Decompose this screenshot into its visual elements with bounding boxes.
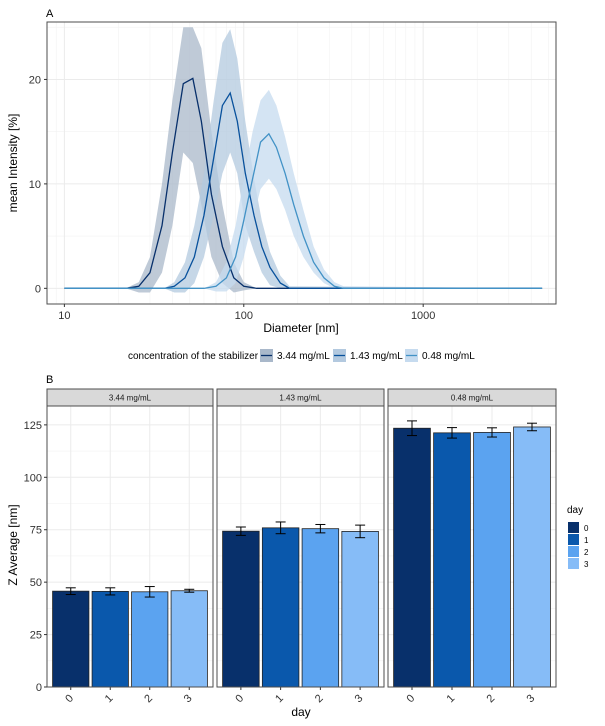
- facet-3: 0.48 mg/mL 0 1 2 3: [387, 388, 557, 705]
- panel-a-plot-area: [47, 22, 556, 304]
- x-tick-label: 1: [103, 692, 116, 705]
- confidence-band-1: [64, 27, 543, 293]
- legend-b-label-2: 2: [584, 548, 589, 557]
- y-tick-label: 125: [24, 420, 42, 432]
- x-tick-label: 0: [233, 692, 246, 705]
- x-tick-label: 3: [524, 692, 537, 705]
- bar-day-0: [222, 530, 260, 688]
- x-tick-label: 0: [63, 692, 76, 705]
- bar-day-3: [170, 590, 208, 688]
- x-tick-label: 10: [58, 310, 70, 322]
- bar-day-3: [513, 426, 551, 688]
- facet-2: 1.43 mg/mL 0 1 2 3: [216, 388, 385, 705]
- x-tick-label: 1: [444, 692, 457, 705]
- legend-b-label-0: 0: [584, 524, 589, 533]
- bar-day-2: [301, 528, 340, 688]
- panel-a-lines: [64, 77, 543, 289]
- legend-label-3: 0.48 mg/mL: [422, 351, 475, 362]
- legend-b-key-0: [568, 522, 579, 533]
- y-tick-label: 20: [29, 74, 41, 86]
- y-tick-label: 50: [30, 577, 42, 589]
- y-tick-label: 25: [30, 630, 42, 642]
- bar-day-1: [91, 590, 129, 688]
- x-tick-label: 1: [273, 692, 286, 705]
- x-tick-label: 3: [353, 692, 366, 705]
- legend-label-2: 1.43 mg/mL: [350, 351, 403, 362]
- panel-a-letter: A: [46, 8, 54, 20]
- panel-b-legend: day 0 1 2 3: [567, 505, 589, 569]
- legend-b-label-3: 3: [584, 560, 589, 569]
- panel-a-y-ticks: 0 10 20: [29, 74, 47, 295]
- x-tick-label: 1000: [411, 310, 435, 322]
- panel-a-legend: concentration of the stabilizer C 3.44 m…: [128, 349, 475, 362]
- legend-items: 3.44 mg/mL 1.43 mg/mL 0.48 mg/mL: [260, 349, 475, 362]
- panel-b-facets: 3.44 mg/mL0 1 2 31.43 mg/mL0 1 2 30.48 mg/mL0 1…: [46, 388, 557, 705]
- bar-day-3: [341, 531, 379, 688]
- y-tick-label: 10: [29, 179, 41, 191]
- panel-b: B 3.44 mg/mL0 1 2 31.43 mg/mL0 1 2 30.48 mg/mL…: [6, 374, 589, 719]
- facet-border: [216, 405, 385, 688]
- y-tick-label: 75: [30, 525, 42, 537]
- x-tick-label: 2: [313, 692, 326, 705]
- legend-b-key-1: [568, 534, 579, 545]
- confidence-band-3: [64, 89, 543, 292]
- panel-a-x-ticks: 10 100 1000: [58, 304, 435, 322]
- panel-b-letter: B: [46, 374, 53, 386]
- bar-day-1: [261, 527, 300, 688]
- legend-label-1: 3.44 mg/mL: [277, 351, 330, 362]
- panel-a: A 0 10 20 10 100 1000 Diameter [nm] mean Int…: [6, 8, 557, 362]
- panel-a-x-axis-title: Diameter [nm]: [263, 321, 338, 335]
- facet-border: [387, 405, 557, 688]
- bar-day-0: [52, 590, 90, 688]
- panel-b-y-ticks: 0 25 50 75 100 125: [24, 420, 47, 694]
- x-tick-label: 2: [484, 692, 497, 705]
- panel-a-border: [46, 21, 557, 305]
- bar-day-1: [433, 432, 471, 688]
- panel-b-y-axis-title: Z Average [nm]: [6, 504, 20, 585]
- legend-b-title: day: [567, 505, 583, 516]
- x-tick-label: 3: [182, 692, 195, 705]
- panel-a-bands: [64, 27, 543, 293]
- legend-b-items: 0 1 2 3: [568, 522, 589, 569]
- facet-strip-label: 1.43 mg/mL: [279, 394, 322, 403]
- series-line-1: [64, 77, 543, 289]
- legend-b-key-3: [568, 558, 579, 569]
- legend-b-label-1: 1: [584, 536, 589, 545]
- series-line-3: [64, 132, 543, 289]
- facet-1: 3.44 mg/mL 0 1 2 3: [46, 388, 214, 705]
- bar-day-2: [473, 432, 511, 688]
- facet-border: [46, 405, 214, 688]
- x-tick-label: 0: [404, 692, 417, 705]
- y-tick-label: 0: [35, 283, 41, 295]
- bar-day-2: [131, 591, 169, 688]
- y-tick-label: 0: [36, 682, 42, 694]
- facet-strip-label: 0.48 mg/mL: [451, 394, 494, 403]
- panel-b-x-axis-title: day: [291, 705, 310, 719]
- facet-strip-label: 3.44 mg/mL: [109, 394, 152, 403]
- y-tick-label: 100: [24, 472, 42, 484]
- bar-day-0: [393, 427, 431, 688]
- legend-title: concentration of the stabilizer C: [128, 351, 268, 362]
- x-tick-label: 100: [235, 310, 253, 322]
- series-line-2: [64, 91, 543, 289]
- panel-a-y-axis-title: mean Intensity [%]: [6, 114, 20, 213]
- legend-b-key-2: [568, 546, 579, 557]
- x-tick-label: 2: [142, 692, 155, 705]
